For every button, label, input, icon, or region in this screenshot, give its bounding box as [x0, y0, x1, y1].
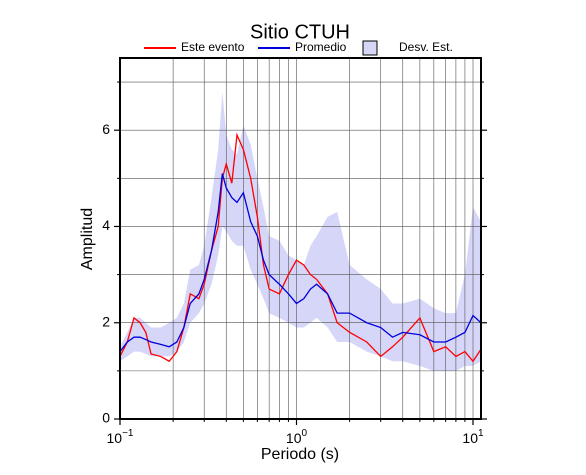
plot-frame [119, 57, 482, 420]
y-tick-label: 6 [102, 121, 110, 137]
x-tick-base: 10 [462, 430, 478, 446]
x-tick-exponent: 0 [302, 428, 308, 439]
y-tick-label: 0 [102, 410, 110, 426]
std-band [120, 91, 481, 371]
x-axis-label: Periodo (s) [261, 446, 339, 463]
y-tick-label: 2 [102, 313, 110, 329]
x-tick-base: 10 [107, 430, 123, 446]
x-tick-exponent: 1 [478, 428, 484, 439]
legend-label: Este evento [181, 40, 245, 54]
legend-swatch [362, 40, 378, 56]
x-tick-label: 100 [286, 428, 308, 446]
x-tick-label: 10−1 [107, 428, 134, 446]
legend-label: Desv. Est. [399, 40, 453, 54]
y-axis-label: Amplitud [79, 208, 96, 270]
y-tick-label: 4 [102, 217, 110, 233]
legend-label: Promedio [295, 40, 347, 54]
data-line [119, 132, 482, 363]
x-tick-label: 101 [462, 428, 484, 446]
x-tick-base: 10 [286, 430, 302, 446]
x-tick-exponent: −1 [122, 428, 134, 439]
data-line [119, 173, 482, 353]
chart-title: Sitio CTUH [250, 21, 350, 43]
